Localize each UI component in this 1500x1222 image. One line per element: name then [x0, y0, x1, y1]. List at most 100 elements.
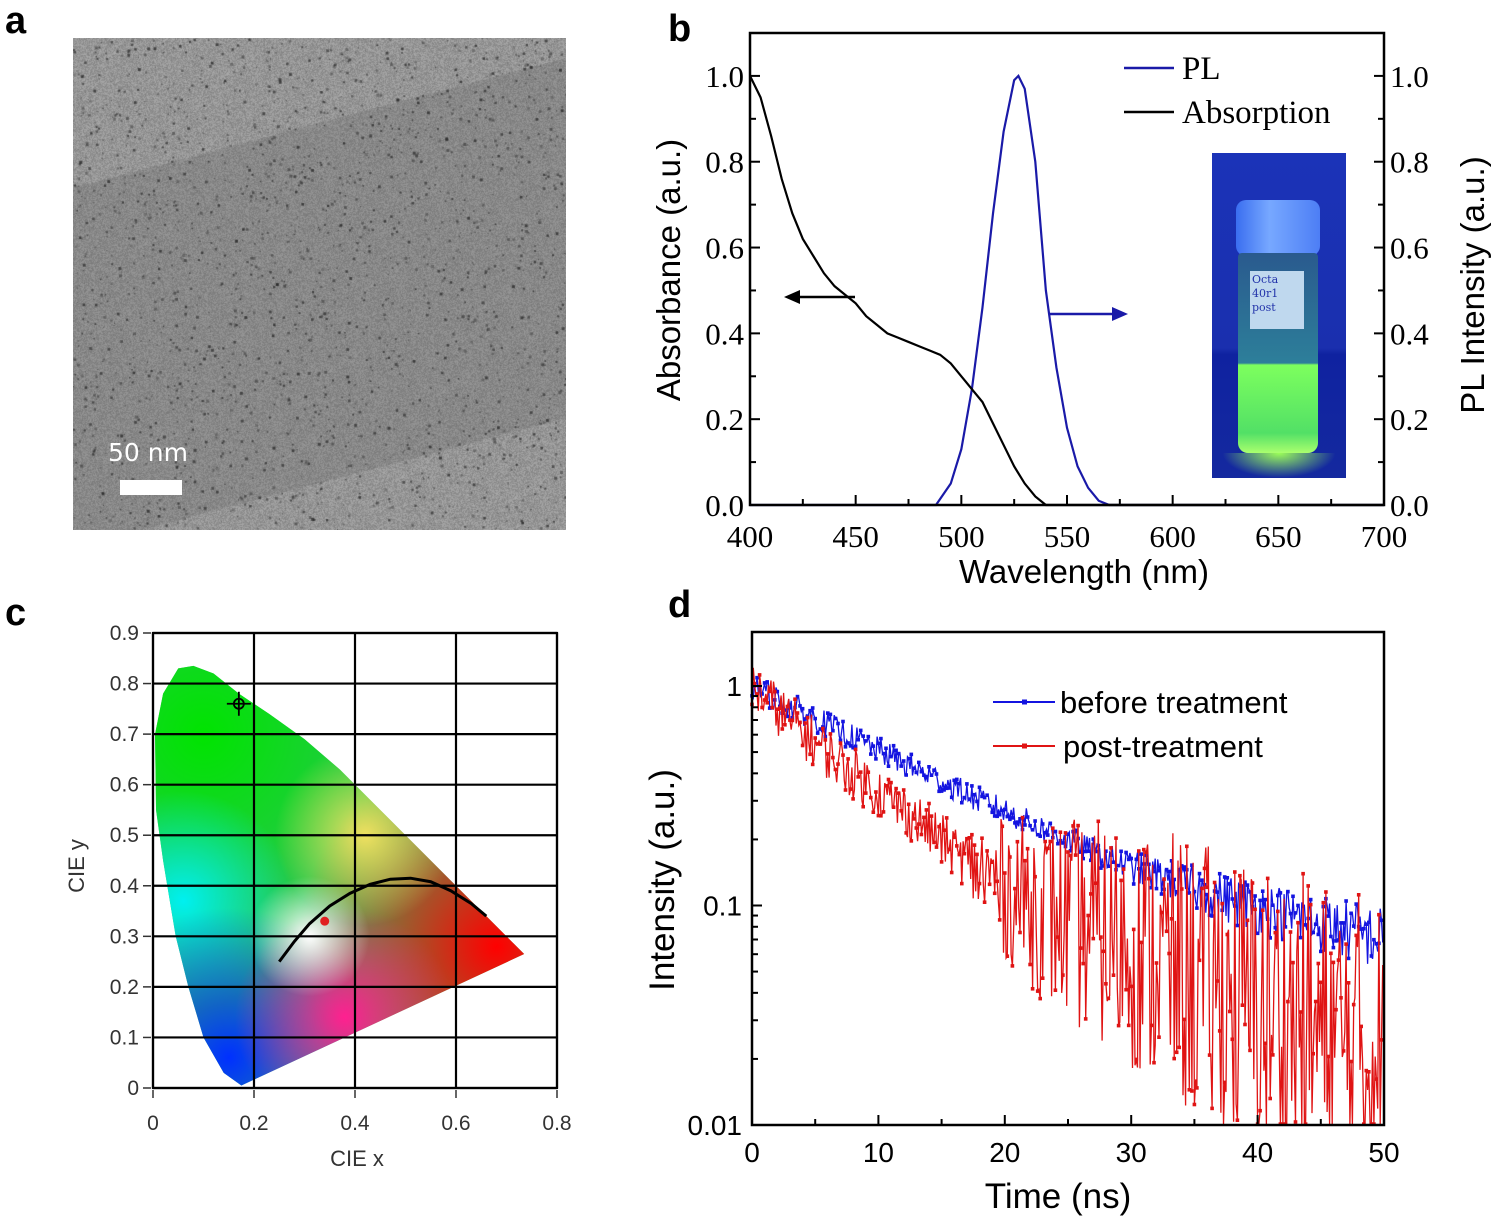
- data-point: [1276, 909, 1280, 914]
- data-point: [1104, 849, 1108, 853]
- data-point: [1240, 884, 1245, 888]
- data-point: [1167, 869, 1171, 874]
- data-point: [982, 900, 987, 904]
- data-point: [1144, 850, 1149, 854]
- data-point: [1071, 824, 1075, 828]
- data-point: [1081, 961, 1085, 966]
- series-line-pl: [750, 74, 1384, 507]
- data-point: [1089, 892, 1093, 896]
- data-point: [901, 788, 906, 792]
- data-point: [1283, 925, 1288, 929]
- data-point: [1311, 1051, 1315, 1056]
- data-point: [1367, 920, 1371, 925]
- data-point: [1061, 841, 1065, 845]
- data-point: [785, 714, 790, 719]
- data-point: [970, 832, 974, 837]
- x-tick-label: 600: [1149, 519, 1196, 554]
- data-point: [1319, 980, 1323, 985]
- data-point: [949, 795, 954, 800]
- data-point: [1159, 910, 1164, 915]
- data-point: [1046, 846, 1050, 851]
- x-tick-label: 0.4: [340, 1112, 370, 1135]
- data-point: [1157, 868, 1161, 873]
- data-point: [879, 736, 883, 741]
- data-point: [826, 711, 830, 715]
- data-point: [927, 765, 931, 769]
- y2-tick-label: 0.4: [1390, 316, 1429, 351]
- data-point: [1339, 921, 1343, 925]
- data-point: [970, 784, 974, 788]
- data-point: [810, 762, 815, 767]
- data-point: [1319, 949, 1323, 954]
- data-point: [1313, 922, 1318, 926]
- data-point: [1063, 831, 1068, 835]
- data-point: [1111, 860, 1116, 864]
- data-point: [992, 814, 997, 818]
- data-point: [1260, 889, 1265, 893]
- decay-trace: [751, 667, 1384, 1125]
- data-point: [1374, 1077, 1379, 1081]
- data-point: [1248, 890, 1252, 894]
- data-point: [912, 817, 916, 821]
- data-point: [1030, 987, 1035, 991]
- y-tick-label: 0.9: [110, 622, 139, 645]
- data-point: [1174, 1050, 1179, 1055]
- data-point: [1250, 881, 1255, 885]
- crosshair-marker-icon: [226, 691, 251, 716]
- data-point: [795, 694, 800, 699]
- data-point: [889, 754, 893, 759]
- data-point: [977, 785, 982, 790]
- decay-trace: [751, 677, 1384, 964]
- x-tick-label: 650: [1255, 519, 1302, 554]
- data-point: [1210, 914, 1214, 918]
- data-point: [1336, 958, 1341, 962]
- data-point: [838, 738, 843, 743]
- data-point: [1152, 1060, 1156, 1065]
- x-tick-label: 20: [989, 1137, 1020, 1168]
- data-point: [1187, 891, 1192, 895]
- data-point: [1091, 936, 1096, 941]
- data-point: [995, 814, 999, 819]
- data-point: [853, 747, 858, 752]
- data-point: [917, 822, 921, 826]
- data-point: [934, 772, 939, 776]
- data-point: [891, 805, 896, 809]
- data-point: [1195, 1086, 1199, 1090]
- data-point: [1182, 865, 1187, 869]
- data-point: [1154, 961, 1159, 965]
- legend-marker: [1022, 743, 1027, 749]
- data-point: [1233, 870, 1237, 874]
- data-point: [841, 753, 845, 757]
- data-point: [876, 813, 881, 818]
- data-point: [919, 832, 924, 837]
- data-point: [955, 777, 959, 782]
- data-point: [876, 741, 881, 746]
- data-point: [1316, 932, 1321, 937]
- data-point: [942, 788, 946, 792]
- data-point: [1301, 871, 1305, 876]
- data-point: [1149, 885, 1154, 890]
- data-point: [924, 774, 929, 779]
- data-point: [1003, 807, 1007, 812]
- data-point: [952, 835, 956, 840]
- data-point: [965, 836, 969, 841]
- data-point: [1053, 829, 1058, 834]
- data-point: [1217, 1029, 1222, 1033]
- data-point: [773, 689, 777, 694]
- data-point: [1200, 878, 1204, 882]
- data-point: [1187, 1088, 1192, 1092]
- data-point: [1263, 1041, 1267, 1046]
- data-point: [1046, 833, 1050, 837]
- data-point: [1008, 817, 1012, 822]
- legend-label: PL: [1182, 51, 1221, 87]
- x-tick-label: 10: [863, 1137, 894, 1168]
- data-point: [848, 744, 853, 748]
- y-tick-label: 0.0: [705, 488, 744, 523]
- data-point: [962, 795, 967, 800]
- data-point: [1349, 1059, 1353, 1064]
- data-point: [1339, 996, 1343, 1000]
- data-point: [1293, 1120, 1298, 1124]
- data-point: [1326, 1054, 1331, 1059]
- data-point: [800, 743, 805, 748]
- data-point: [818, 727, 823, 731]
